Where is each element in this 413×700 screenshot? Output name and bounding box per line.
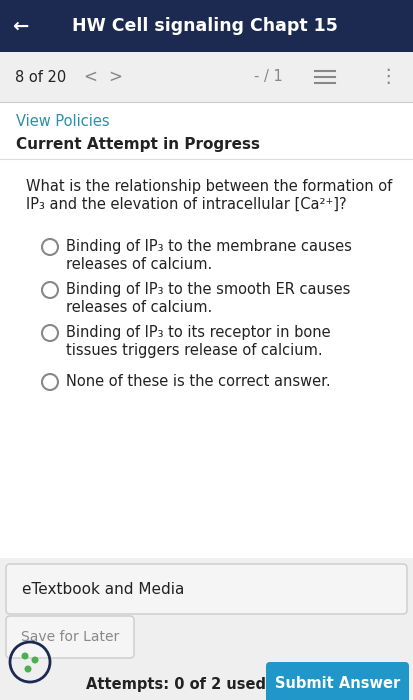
Circle shape <box>24 666 31 673</box>
Text: Attempts: 0 of 2 used: Attempts: 0 of 2 used <box>86 676 266 692</box>
Text: tissues triggers release of calcium.: tissues triggers release of calcium. <box>66 343 323 358</box>
Text: Binding of IP₃ to its receptor in bone: Binding of IP₃ to its receptor in bone <box>66 325 331 340</box>
Text: releases of calcium.: releases of calcium. <box>66 300 212 315</box>
FancyBboxPatch shape <box>266 662 409 700</box>
Circle shape <box>31 657 38 664</box>
Text: Binding of IP₃ to the membrane causes: Binding of IP₃ to the membrane causes <box>66 239 352 254</box>
Text: View Policies: View Policies <box>16 113 109 129</box>
Text: ⋮: ⋮ <box>378 67 398 87</box>
Text: Submit Answer: Submit Answer <box>275 676 400 692</box>
FancyBboxPatch shape <box>0 0 413 52</box>
FancyBboxPatch shape <box>6 616 134 658</box>
FancyBboxPatch shape <box>6 564 407 614</box>
Text: - / 1: - / 1 <box>254 69 282 85</box>
Text: eTextbook and Media: eTextbook and Media <box>22 582 184 596</box>
FancyBboxPatch shape <box>0 103 413 558</box>
Text: Binding of IP₃ to the smooth ER causes: Binding of IP₃ to the smooth ER causes <box>66 282 350 297</box>
Text: >: > <box>108 68 122 86</box>
FancyBboxPatch shape <box>0 52 413 102</box>
Text: releases of calcium.: releases of calcium. <box>66 257 212 272</box>
Text: Save for Later: Save for Later <box>21 630 119 644</box>
Text: What is the relationship between the formation of: What is the relationship between the for… <box>26 179 392 194</box>
Circle shape <box>21 652 28 659</box>
Text: ←: ← <box>12 17 28 36</box>
Text: 8 of 20: 8 of 20 <box>15 69 66 85</box>
Text: Current Attempt in Progress: Current Attempt in Progress <box>16 137 260 153</box>
Text: <: < <box>83 68 97 86</box>
Text: HW Cell signaling Chapt 15: HW Cell signaling Chapt 15 <box>72 17 338 35</box>
Text: None of these is the correct answer.: None of these is the correct answer. <box>66 374 331 389</box>
Text: IP₃ and the elevation of intracellular [Ca²⁺]?: IP₃ and the elevation of intracellular [… <box>26 197 347 212</box>
